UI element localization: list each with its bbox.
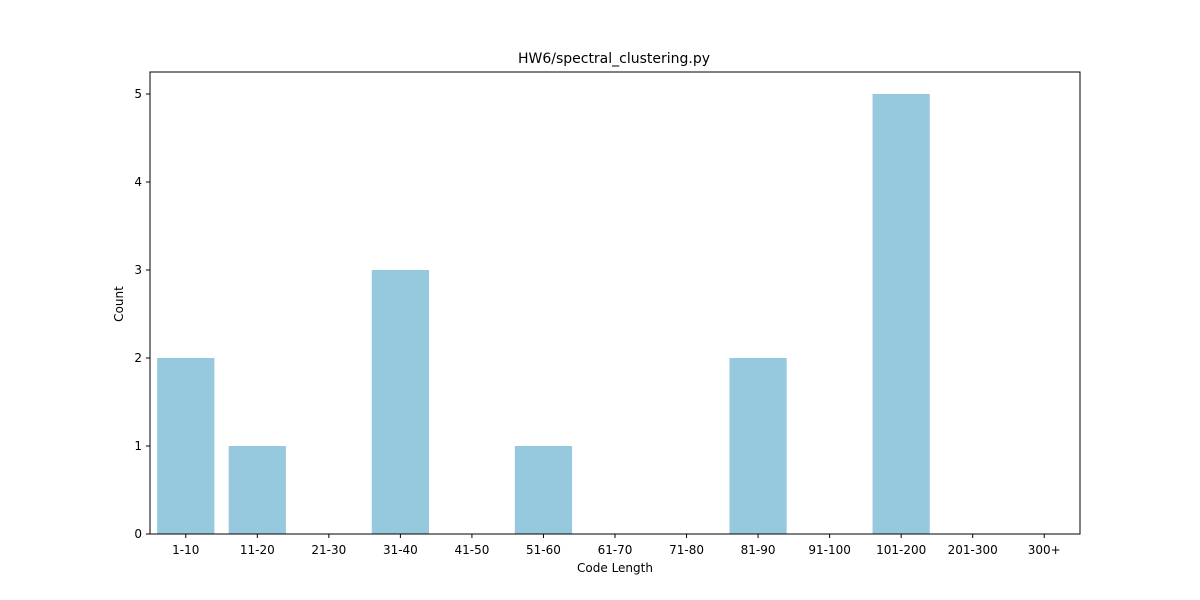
x-tick-label: 101-200: [876, 543, 926, 557]
x-tick-label: 51-60: [526, 543, 561, 557]
x-tick-label: 11-20: [240, 543, 275, 557]
bar-1-10: [157, 358, 215, 534]
y-axis: 0 1 2 3 4 5: [134, 87, 150, 541]
y-axis-label: Count: [112, 286, 126, 322]
y-tick-label: 0: [134, 527, 142, 541]
x-tick-label: 61-70: [598, 543, 633, 557]
y-tick-label: 4: [134, 175, 142, 189]
bar-group: [157, 94, 930, 534]
x-tick-label: 71-80: [669, 543, 704, 557]
x-tick-label: 21-30: [311, 543, 346, 557]
x-tick-label: 91-100: [808, 543, 851, 557]
y-tick-label: 3: [134, 263, 142, 277]
bar-51-60: [514, 446, 573, 534]
y-tick-label: 5: [134, 87, 142, 101]
x-tick-label: 201-300: [948, 543, 998, 557]
chart-title: HW6/spectral_clustering.py: [518, 51, 710, 67]
x-tick-label: 1-10: [172, 543, 199, 557]
x-tick-label: 31-40: [383, 543, 418, 557]
bar-11-20: [228, 446, 286, 534]
plot-area: 1-10 11-20 21-30 31-40 41-50 51-60 61-70 71-80 8…: [134, 71, 1081, 557]
y-tick-label: 2: [134, 351, 142, 365]
x-tick-label: 300+: [1028, 543, 1061, 557]
x-tick-label: 41-50: [454, 543, 489, 557]
bar-101-200: [872, 94, 930, 534]
y-tick-label: 1: [134, 439, 142, 453]
x-tick-label: 81-90: [741, 543, 776, 557]
plot-frame: [149, 71, 1081, 535]
bar-81-90: [729, 358, 787, 534]
x-axis-label: Code Length: [577, 561, 653, 575]
bar-31-40: [371, 270, 429, 534]
x-axis: 1-10 11-20 21-30 31-40 41-50 51-60 61-70 71-80 8…: [172, 534, 1061, 557]
